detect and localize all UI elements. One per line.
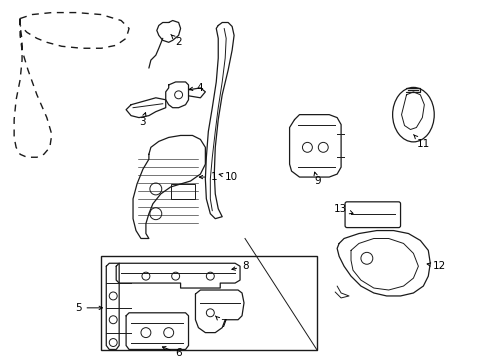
Text: 4: 4 — [189, 83, 203, 93]
Text: 6: 6 — [162, 347, 182, 359]
Text: 5: 5 — [75, 303, 102, 313]
Text: 11: 11 — [413, 135, 429, 149]
Text: 3: 3 — [139, 113, 145, 127]
Text: 1: 1 — [199, 172, 217, 182]
Text: 2: 2 — [170, 35, 182, 47]
Text: 9: 9 — [313, 172, 320, 186]
Text: 8: 8 — [231, 261, 248, 271]
Text: 7: 7 — [215, 316, 226, 329]
Bar — [101, 256, 317, 350]
Bar — [170, 184, 195, 199]
Text: 13: 13 — [333, 204, 352, 214]
Text: 12: 12 — [426, 261, 446, 271]
Text: 10: 10 — [219, 172, 238, 182]
